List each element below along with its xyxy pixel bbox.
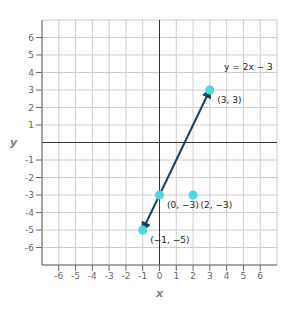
svg-text:x: x (155, 287, 164, 300)
svg-text:1: 1 (28, 120, 34, 130)
svg-text:(0, −3): (0, −3) (167, 200, 199, 210)
svg-text:-6: -6 (25, 243, 34, 253)
svg-text:-3: -3 (25, 190, 34, 200)
svg-text:-1: -1 (25, 155, 34, 165)
svg-text:-6: -6 (54, 271, 63, 281)
svg-text:5: 5 (241, 271, 247, 281)
svg-text:3: 3 (207, 271, 213, 281)
svg-text:-1: -1 (138, 271, 147, 281)
svg-text:-2: -2 (121, 271, 130, 281)
svg-text:4: 4 (28, 68, 34, 78)
svg-text:-4: -4 (88, 271, 97, 281)
svg-text:2: 2 (28, 103, 34, 113)
svg-text:y: y (10, 136, 18, 149)
svg-text:4: 4 (224, 271, 230, 281)
svg-text:(2, −3): (2, −3) (201, 200, 233, 210)
svg-text:(−1, −5): (−1, −5) (150, 235, 189, 245)
svg-text:-3: -3 (105, 271, 114, 281)
svg-text:-2: -2 (25, 173, 34, 183)
svg-text:1: 1 (173, 271, 179, 281)
svg-text:6: 6 (28, 33, 34, 43)
svg-text:-4: -4 (25, 208, 34, 218)
svg-text:(3, 3): (3, 3) (217, 95, 241, 105)
svg-text:-5: -5 (25, 225, 34, 235)
svg-text:0: 0 (157, 271, 163, 281)
svg-text:6: 6 (257, 271, 263, 281)
svg-text:y = 2x − 3: y = 2x − 3 (224, 62, 273, 72)
svg-text:3: 3 (28, 85, 34, 95)
svg-text:2: 2 (190, 271, 196, 281)
svg-text:-5: -5 (71, 271, 80, 281)
svg-text:5: 5 (28, 50, 34, 60)
